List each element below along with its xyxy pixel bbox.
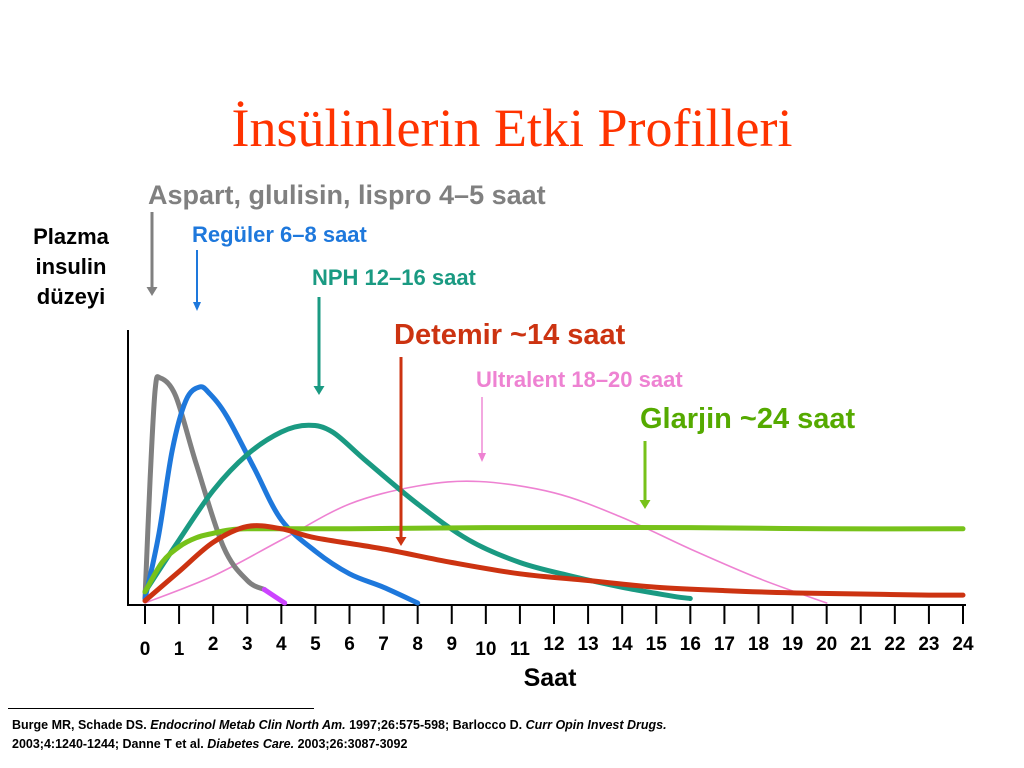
x-tick-label: 0	[140, 639, 151, 660]
slide-title: İnsülinlerin Etki Profilleri	[231, 98, 793, 158]
x-tick-label: 9	[446, 634, 457, 655]
x-tick-label: 19	[782, 634, 803, 655]
series-line-3	[142, 523, 966, 604]
x-tick-label: 23	[918, 634, 939, 655]
x-tick-label: 20	[816, 634, 837, 655]
x-tick-label: 18	[748, 634, 769, 655]
x-tick-label: 2	[208, 634, 219, 655]
citation-journal: Curr Opin Invest Drugs.	[525, 718, 667, 732]
x-tick-label: 1	[174, 639, 185, 660]
citation-line: 2003;4:1240-1244; Danne T et al. Diabete…	[12, 735, 1012, 754]
x-tick-label: 21	[850, 634, 872, 655]
x-tick-label: 13	[578, 634, 599, 655]
citation-text: 2003;4:1240-1244; Danne T et al.	[12, 737, 208, 751]
series-arrowhead-5	[639, 500, 651, 509]
x-tick-label: 3	[242, 634, 253, 655]
series-label-4: Ultralent 18–20 saat	[476, 367, 683, 392]
x-tick-label: 12	[543, 634, 564, 655]
series-arrowhead-2	[313, 386, 325, 395]
x-tick-label: 11	[510, 639, 531, 660]
series-label-1: Regüler 6–8 saat	[192, 222, 368, 247]
x-tick-label: 24	[952, 634, 974, 655]
x-tick-label: 15	[646, 634, 668, 655]
series-arrowhead-1	[193, 302, 201, 311]
x-axis-label: Saat	[523, 664, 577, 692]
series-tail-line	[261, 587, 288, 606]
series-line-4	[144, 480, 828, 604]
citation-journal: Diabetes Care.	[207, 737, 295, 751]
series-line-5	[142, 524, 966, 595]
y-axis-label: Plazma insulin düzeyi	[14, 222, 128, 312]
citation-separator	[8, 708, 314, 709]
x-tick-label: 10	[475, 639, 496, 660]
citation-line: Burge MR, Schade DS. Endocrinol Metab Cl…	[12, 716, 1012, 735]
y-axis-label-line: Plazma	[33, 224, 109, 249]
citation-journal: Endocrinol Metab Clin North Am.	[150, 718, 346, 732]
x-tick-label: 4	[276, 634, 287, 655]
series-arrowhead-4	[478, 453, 486, 462]
series-label-3: Detemir ~14 saat	[394, 319, 626, 351]
y-axis-label-line: düzeyi	[36, 284, 106, 309]
series-arrowhead-3	[395, 537, 407, 546]
citation: Burge MR, Schade DS. Endocrinol Metab Cl…	[12, 716, 1012, 754]
series-label-2: NPH 12–16 saat	[312, 265, 477, 290]
series-line-1	[142, 384, 421, 606]
citation-text: 2003;26:3087-3092	[294, 737, 408, 751]
x-tick-label: 7	[378, 634, 389, 655]
x-tick-label: 14	[612, 634, 634, 655]
series-label-0: Aspart, glulisin, lispro 4–5 saat	[148, 180, 546, 210]
x-tick-label: 17	[714, 634, 735, 655]
y-axis-label-line: insulin	[35, 254, 107, 279]
citation-text: 1997;26:575-598; Barlocco D.	[345, 718, 526, 732]
x-tick-label: 6	[344, 634, 355, 655]
series-label-5: Glarjin ~24 saat	[640, 403, 856, 435]
series-arrowhead-0	[146, 287, 158, 296]
x-tick-label: 16	[680, 634, 701, 655]
citation-text: Burge MR, Schade DS.	[12, 718, 151, 732]
series-line-0	[142, 374, 267, 601]
x-tick-label: 8	[412, 634, 423, 655]
x-tick-label: 22	[884, 634, 905, 655]
x-tick-label: 5	[310, 634, 321, 655]
